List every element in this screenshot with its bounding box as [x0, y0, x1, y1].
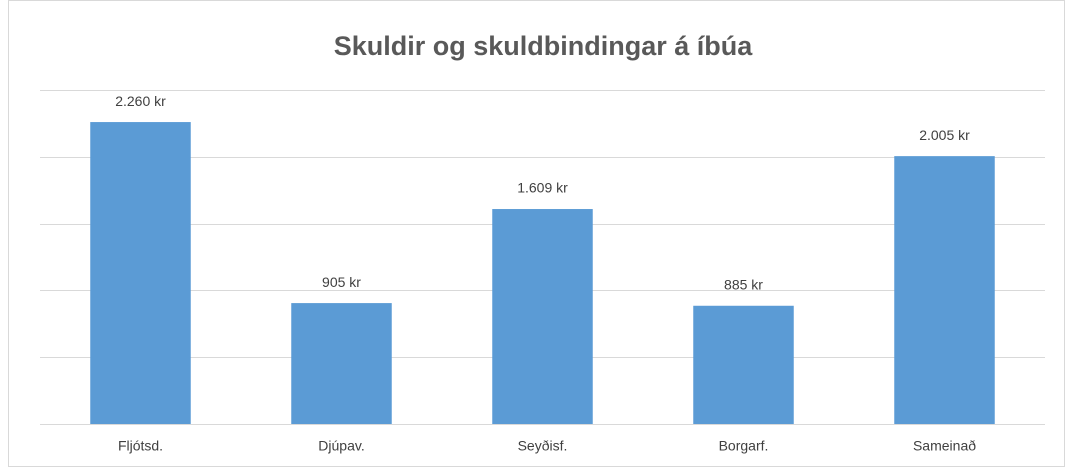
x-tick-label: Seyðisf. [518, 438, 568, 454]
bar [693, 305, 794, 424]
data-label: 905 kr [322, 274, 361, 290]
data-label: 1.609 kr [517, 180, 568, 196]
x-tick-label: Djúpav. [318, 438, 364, 454]
x-tick-label: Borgarf. [719, 438, 769, 454]
x-tick-label: Fljótsd. [118, 438, 163, 454]
x-tick-label: Sameinað [913, 438, 976, 454]
data-label: 2.005 kr [919, 127, 970, 143]
bar [291, 303, 392, 424]
bar [894, 156, 995, 424]
bar [90, 122, 191, 425]
data-label: 2.260 kr [115, 93, 166, 109]
bar [492, 209, 593, 424]
chart-title: Skuldir og skuldbindingar á íbúa [334, 31, 754, 61]
data-label: 885 kr [724, 276, 763, 292]
